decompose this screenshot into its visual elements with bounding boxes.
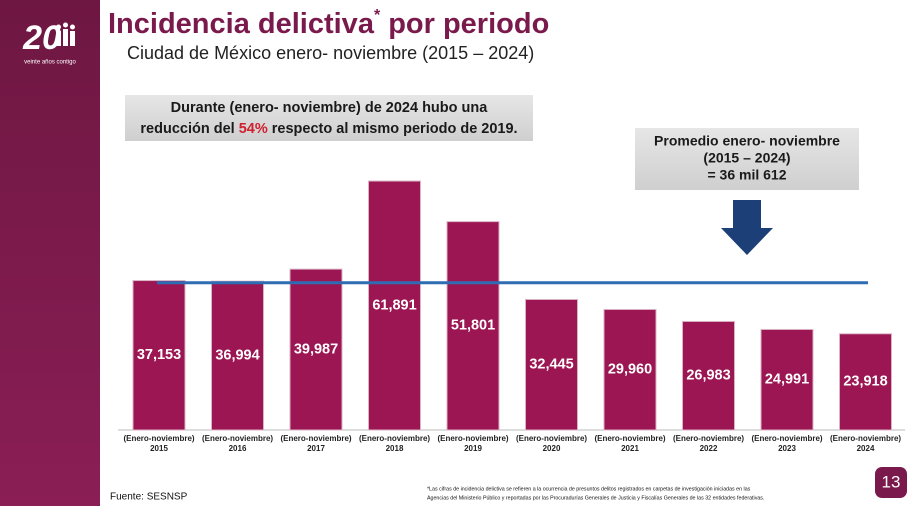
bar [211,280,264,431]
value-label: 39,987 [294,341,338,357]
bar [839,333,892,431]
footnote-line: *Las cifras de incidencia delictiva se r… [427,486,751,492]
logo-tagline: veinte años contigo [24,60,76,66]
subtitle: Ciudad de México enero- noviembre (2015 … [127,43,534,63]
footnote-line: Agencias del Ministerio Público y report… [427,495,764,501]
bar [446,221,500,431]
value-label: 61,891 [372,297,416,313]
average-text: Promedio enero- noviembre [654,133,840,149]
x-tick-label: (Enero-noviembre) [359,434,430,443]
page-number: 13 [882,472,901,491]
x-tick-label: (Enero-noviembre) [516,434,587,443]
logo-figures [56,22,75,46]
x-tick-label: (Enero-noviembre) [830,434,901,443]
highlight-percent: 54% [239,121,268,137]
x-tick-label: 2022 [700,444,718,453]
sidebar [0,0,100,506]
logo-number: 20 [22,19,61,57]
title-rest: por periodo [388,8,549,40]
x-tick-label: 2015 [150,444,168,453]
x-tick-label: 2023 [778,444,796,453]
source: Fuente: SESNSP [110,492,188,503]
average-text: (2015 – 2024) [703,150,790,166]
page-badge [875,467,907,498]
highlight-before: reducción del [140,121,234,137]
value-label: 26,983 [686,368,730,384]
bar [682,320,735,431]
bar [368,180,421,431]
x-tick-label: 2019 [464,444,482,453]
bar [760,328,814,431]
x-tick-label: 2018 [386,444,404,453]
average-text: = 36 mil 612 [707,167,786,183]
value-label: 37,153 [137,347,181,363]
value-label: 23,918 [843,374,887,390]
title-main: Incidencia delictiva [108,8,375,40]
x-tick-label: (Enero-noviembre) [280,434,351,443]
x-tick-label: 2017 [307,444,325,453]
x-tick-label: (Enero-noviembre) [594,434,665,443]
highlight-box [125,95,533,141]
x-tick-label: (Enero-noviembre) [437,434,508,443]
value-label: 29,960 [608,362,652,378]
bar [603,308,657,431]
value-label: 24,991 [765,372,809,388]
highlight-line1: Durante (enero- noviembre) de 2024 hubo … [171,100,489,116]
value-label: 32,445 [529,357,573,373]
bar [132,280,186,431]
value-label: 36,994 [215,347,259,363]
x-tick-label: 2016 [229,444,247,453]
value-label: 51,801 [451,318,495,334]
arrow [721,200,773,255]
x-tick-label: 2024 [857,444,875,453]
title-asterisk: * [374,7,381,24]
x-tick-label: (Enero-noviembre) [673,434,744,443]
bar [525,298,578,431]
x-tick-label: (Enero-noviembre) [202,434,273,443]
highlight-after: respecto al mismo periodo de 2019. [272,121,518,137]
bar [289,268,343,431]
title: Incidencia delictiva* por periodo [108,7,549,39]
average-box [635,128,859,190]
x-tick-label: (Enero-noviembre) [751,434,822,443]
x-tick-label: 2021 [621,444,639,453]
x-tick-label: (Enero-noviembre) [123,434,194,443]
highlight-line2: reducción del 54% respecto al mismo peri… [140,121,517,137]
x-tick-label: 2020 [543,444,561,453]
